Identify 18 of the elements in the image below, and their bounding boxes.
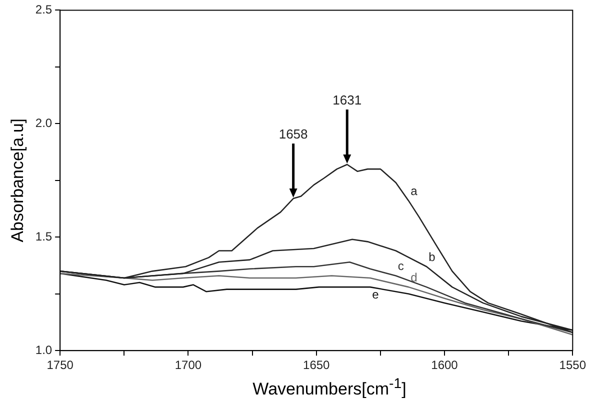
- y-tick-label: 1.0: [35, 342, 52, 357]
- x-tick-label: 1750: [46, 358, 74, 372]
- x-tick-label: 1600: [431, 358, 458, 372]
- series-label: e: [372, 287, 380, 302]
- x-axis-title: Wavenumbers[cm$^{-1}$]: [252, 376, 408, 400]
- series-label: b: [428, 250, 436, 264]
- y-tick-label: 2.0: [35, 116, 52, 130]
- y-tick-label: 2.5: [35, 2, 52, 17]
- annotation: 1631: [332, 92, 362, 108]
- y-axis-title: Absorbance[a.u]: [8, 118, 27, 242]
- annotation: 1658: [278, 126, 308, 142]
- x-tick-label: 1550: [559, 358, 586, 372]
- y-tick-label: 1.5: [35, 229, 52, 244]
- x-tick-label: 1650: [303, 358, 330, 372]
- series-label: c: [398, 259, 404, 274]
- series-label: a: [410, 184, 418, 198]
- series-label: d: [410, 270, 418, 284]
- x-tick-label: 1700: [174, 358, 202, 372]
